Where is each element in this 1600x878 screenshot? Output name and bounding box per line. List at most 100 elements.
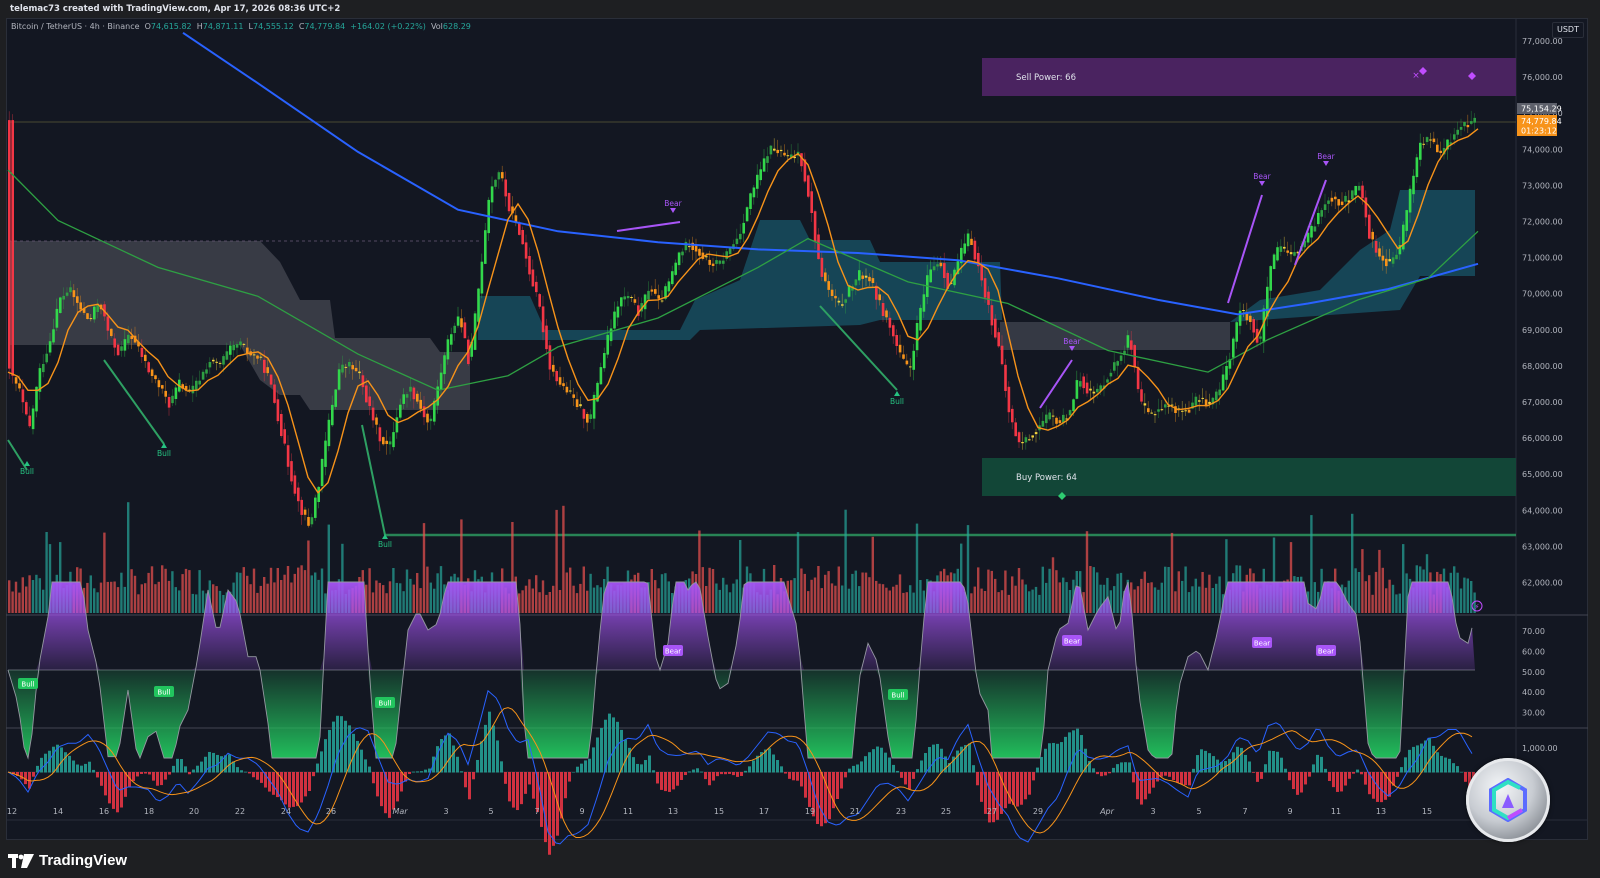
svg-text:Bear: Bear bbox=[1254, 640, 1270, 648]
svg-text:Bear: Bear bbox=[1317, 152, 1335, 161]
low-value: 74,555.12 bbox=[253, 22, 294, 31]
moving-averages bbox=[7, 31, 1479, 494]
svg-text:71,000.00: 71,000.00 bbox=[1522, 254, 1563, 263]
symbol-name[interactable]: Bitcoin / TetherUS · 4h · Binance bbox=[11, 22, 140, 31]
high-value: 74,871.11 bbox=[202, 22, 244, 31]
tradingview-logo[interactable]: TradingView bbox=[8, 852, 127, 869]
svg-text:Sell Power: 66: Sell Power: 66 bbox=[1016, 73, 1076, 83]
svg-text:74,000.00: 74,000.00 bbox=[1522, 145, 1563, 154]
svg-text:3: 3 bbox=[443, 807, 448, 816]
svg-text:70,000.00: 70,000.00 bbox=[1522, 290, 1563, 299]
close-value: 74,779.84 bbox=[304, 22, 346, 31]
open-value: 74,615.82 bbox=[150, 22, 192, 31]
svg-text:50.00: 50.00 bbox=[1522, 668, 1545, 677]
svg-text:27: 27 bbox=[987, 807, 997, 816]
svg-text:×: × bbox=[1412, 71, 1420, 81]
svg-text:3: 3 bbox=[1150, 807, 1155, 816]
svg-text:30.00: 30.00 bbox=[1522, 709, 1545, 718]
svg-text:Mar: Mar bbox=[392, 807, 408, 816]
svg-text:65,000.00: 65,000.00 bbox=[1522, 470, 1563, 479]
time-axis[interactable]: 12 14 16 18 20 22 24 26 Mar 3 5 7 9 11 13 15 17 19 21 23 25 2… bbox=[7, 807, 1432, 816]
svg-text:63,000.00: 63,000.00 bbox=[1522, 542, 1563, 551]
svg-text:Bear: Bear bbox=[1253, 172, 1271, 181]
svg-text:9: 9 bbox=[579, 807, 584, 816]
svg-text:68,000.00: 68,000.00 bbox=[1522, 362, 1563, 371]
svg-text:01:23:12: 01:23:12 bbox=[1521, 127, 1557, 136]
svg-text:12: 12 bbox=[7, 807, 17, 816]
svg-text:22: 22 bbox=[235, 807, 245, 816]
svg-text:17: 17 bbox=[759, 807, 769, 816]
credit-text: telemac73 created with TradingView.com, … bbox=[10, 4, 341, 14]
svg-text:72,000.00: 72,000.00 bbox=[1522, 218, 1563, 227]
svg-text:23: 23 bbox=[896, 807, 906, 816]
svg-text:Buy Power: 64: Buy Power: 64 bbox=[1016, 473, 1077, 483]
svg-text:29: 29 bbox=[1033, 807, 1043, 816]
svg-text:60.00: 60.00 bbox=[1522, 647, 1545, 656]
coin-logo bbox=[1466, 758, 1550, 842]
vol-value: 628.29 bbox=[442, 22, 471, 31]
svg-text:11: 11 bbox=[1331, 807, 1341, 816]
svg-text:9: 9 bbox=[1287, 807, 1292, 816]
svg-text:73,000.00: 73,000.00 bbox=[1522, 181, 1563, 190]
svg-text:Bull: Bull bbox=[378, 540, 392, 549]
svg-text:14: 14 bbox=[53, 807, 63, 816]
svg-text:Bear: Bear bbox=[665, 648, 681, 656]
svg-text:Bull: Bull bbox=[157, 449, 171, 458]
svg-text:⚡: ⚡ bbox=[1475, 603, 1480, 611]
svg-text:16: 16 bbox=[99, 807, 109, 816]
price-axis[interactable]: 77,000.0076,000.0075,000.0074,000.0073,0… bbox=[1471, 37, 1563, 753]
top-credit-bar: telemac73 created with TradingView.com, … bbox=[0, 0, 1600, 18]
svg-text:76,000.00: 76,000.00 bbox=[1522, 73, 1563, 82]
svg-text:Bear: Bear bbox=[1063, 337, 1081, 346]
svg-text:13: 13 bbox=[668, 807, 678, 816]
svg-text:24: 24 bbox=[281, 807, 291, 816]
svg-text:7: 7 bbox=[534, 807, 539, 816]
svg-text:1,000.00: 1,000.00 bbox=[1522, 744, 1558, 753]
svg-text:74,779.84: 74,779.84 bbox=[1521, 117, 1562, 126]
svg-text:20: 20 bbox=[189, 807, 199, 816]
svg-text:13: 13 bbox=[1376, 807, 1386, 816]
ichimoku-cloud bbox=[8, 190, 1475, 410]
low-label: L bbox=[248, 22, 254, 31]
svg-text:Bear: Bear bbox=[1064, 638, 1080, 646]
close-label: C bbox=[298, 22, 305, 31]
tradingview-brand: TradingView bbox=[39, 852, 128, 869]
candlesticks bbox=[8, 110, 1476, 528]
svg-text:Bull: Bull bbox=[20, 467, 34, 476]
svg-text:18: 18 bbox=[144, 807, 154, 816]
svg-text:Bear: Bear bbox=[1318, 648, 1334, 656]
svg-text:77,000.00: 77,000.00 bbox=[1522, 37, 1563, 46]
oscillator-pane: Bull Bull Bull Bull Bear Bear Bear Bear bbox=[7, 581, 1475, 760]
svg-text:Bull: Bull bbox=[378, 700, 391, 708]
hexagon-logo-icon bbox=[1489, 778, 1527, 822]
svg-text:Bull: Bull bbox=[890, 397, 904, 406]
svg-text:25: 25 bbox=[941, 807, 951, 816]
svg-text:11: 11 bbox=[623, 807, 633, 816]
svg-text:21: 21 bbox=[850, 807, 860, 816]
svg-text:26: 26 bbox=[326, 807, 336, 816]
svg-text:69,000.00: 69,000.00 bbox=[1522, 326, 1563, 335]
svg-text:15: 15 bbox=[1422, 807, 1432, 816]
currency-button[interactable]: USDT bbox=[1552, 22, 1584, 38]
divergence-signals: Bull Bull Bull Bear Bull Bear Bear Bear × bbox=[7, 67, 1476, 549]
svg-text:5: 5 bbox=[1196, 807, 1201, 816]
svg-text:5: 5 bbox=[488, 807, 493, 816]
pane-separators bbox=[6, 18, 1588, 821]
svg-text:15: 15 bbox=[714, 807, 724, 816]
open-label: O bbox=[144, 22, 151, 31]
svg-text:Bear: Bear bbox=[664, 199, 682, 208]
svg-text:66,000.00: 66,000.00 bbox=[1522, 434, 1563, 443]
svg-text:75,154.29: 75,154.29 bbox=[1521, 105, 1562, 114]
svg-text:Bull: Bull bbox=[21, 681, 34, 689]
svg-text:Bull: Bull bbox=[157, 689, 170, 697]
svg-text:64,000.00: 64,000.00 bbox=[1522, 506, 1563, 515]
vol-label: Vol bbox=[430, 22, 443, 31]
svg-text:70.00: 70.00 bbox=[1522, 627, 1545, 636]
svg-text:62,000.00: 62,000.00 bbox=[1522, 579, 1563, 588]
change-value: +164.02 (+0.22%) bbox=[350, 22, 426, 31]
svg-text:7: 7 bbox=[1242, 807, 1247, 816]
symbol-legend[interactable]: Bitcoin / TetherUS · 4h · Binance O74,61… bbox=[11, 22, 471, 31]
svg-text:Apr: Apr bbox=[1099, 807, 1115, 816]
power-zones: Sell Power: 66 Buy Power: 64 bbox=[8, 58, 1516, 537]
